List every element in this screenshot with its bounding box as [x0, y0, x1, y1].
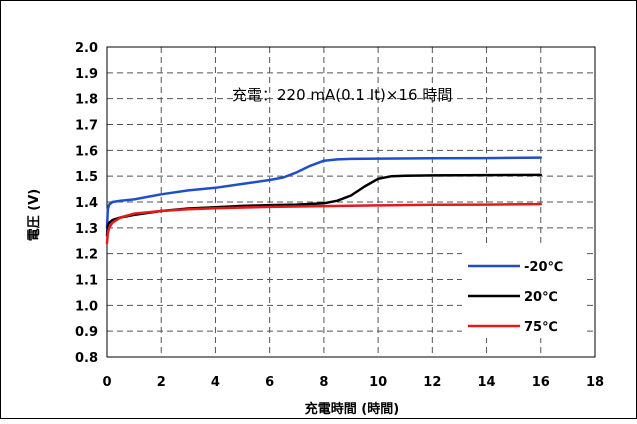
tick-labels: 0 2 4 6 8 10 12 14 16 18 0.8 0.9 1.0 1.1 1.2 1.3 1.4 1.5 1… — [75, 41, 604, 390]
x-tick-label: 12 — [423, 375, 441, 390]
y-tick-label: 1.8 — [75, 93, 98, 108]
axes — [106, 46, 596, 358]
x-tick-label: 10 — [369, 375, 387, 390]
y-tick-label: 1.2 — [75, 248, 98, 263]
legend-label-3: 75℃ — [524, 320, 558, 335]
y-axis-title: 電圧 (V) — [27, 189, 42, 241]
x-tick-label: 6 — [265, 375, 274, 390]
x-tick-label: 16 — [532, 375, 550, 390]
series-line-1 — [105, 156, 543, 230]
series-line-3 — [105, 202, 543, 245]
legend-label-2: 20℃ — [524, 290, 558, 305]
gridlines — [107, 47, 595, 357]
legend-label-1: -20℃ — [524, 260, 563, 275]
x-tick-label: 0 — [102, 375, 111, 390]
x-tick-label: 14 — [478, 375, 496, 390]
legend: -20℃ 20℃ 75℃ — [462, 246, 586, 338]
x-tick-label: 8 — [319, 375, 328, 390]
y-tick-label: 2.0 — [75, 41, 98, 56]
x-tick-label: 4 — [211, 375, 220, 390]
legend-box — [462, 246, 586, 338]
y-tick-label: 1.6 — [75, 144, 98, 159]
annotation-text: 充電：220 mA(0.1 It)×16 時間 — [232, 86, 452, 104]
y-tick-label: 1.3 — [75, 222, 98, 237]
x-tick-label: 18 — [586, 375, 604, 390]
y-tick-label: 1.4 — [75, 196, 98, 211]
y-tick-label: 1.9 — [75, 67, 98, 82]
y-tick-label: 1.0 — [75, 299, 98, 314]
y-tick-label: 0.8 — [75, 351, 98, 366]
y-tick-label: 0.9 — [75, 325, 98, 340]
y-tick-label: 1.5 — [75, 170, 98, 185]
y-tick-label: 1.7 — [75, 119, 98, 134]
x-axis-title: 充電時間 (時間) — [305, 401, 399, 417]
series-lines — [105, 156, 543, 245]
y-tick-label: 1.1 — [75, 274, 98, 289]
plot-area — [106, 46, 596, 358]
x-tick-label: 2 — [157, 375, 166, 390]
